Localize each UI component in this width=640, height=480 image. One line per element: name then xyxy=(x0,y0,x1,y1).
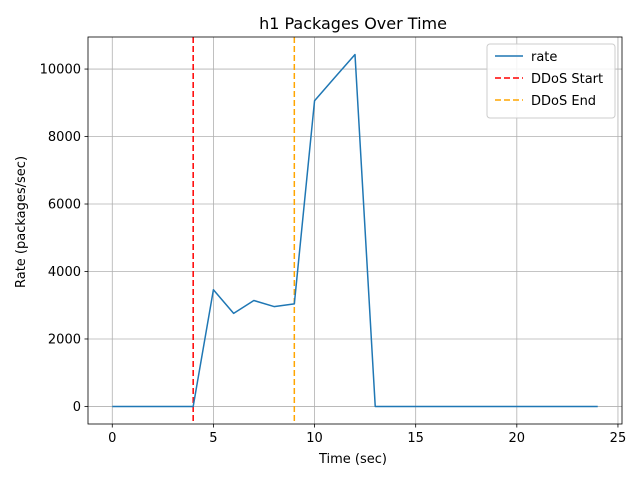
x-tick-label: 15 xyxy=(407,431,424,446)
x-tick-label: 5 xyxy=(209,431,217,446)
axes xyxy=(87,36,623,425)
x-tick-label: 10 xyxy=(306,431,323,446)
series-line-rate xyxy=(112,53,598,408)
legend-label: DDoS Start xyxy=(531,72,603,87)
x-tick-label: 0 xyxy=(108,431,116,446)
legend-label: rate xyxy=(531,50,557,65)
y-tick-label: 0 xyxy=(73,400,81,415)
y-tick-label: 4000 xyxy=(48,265,81,280)
y-tick-label: 6000 xyxy=(48,198,81,213)
legend-label: DDoS End xyxy=(531,94,596,109)
y-tick-label: 10000 xyxy=(40,63,81,78)
series-lines xyxy=(112,53,598,408)
plot-frame xyxy=(87,36,623,425)
legend: rate DDoS Start DDoS End xyxy=(486,43,616,119)
y-axis-title: Rate (packages/sec) xyxy=(14,156,29,288)
y-tick-label: 2000 xyxy=(48,332,81,347)
y-tick-label: 8000 xyxy=(48,130,81,145)
chart-title: h1 Packages Over Time xyxy=(259,14,447,33)
tick-labels: 0 5 10 15 20 25 0 2000 4000 6000 8000 10000 xyxy=(40,63,627,446)
reference-lines xyxy=(192,37,296,424)
x-tick-label: 20 xyxy=(509,431,526,446)
x-tick-label: 25 xyxy=(610,431,627,446)
x-axis-title: Time (sec) xyxy=(318,452,387,467)
